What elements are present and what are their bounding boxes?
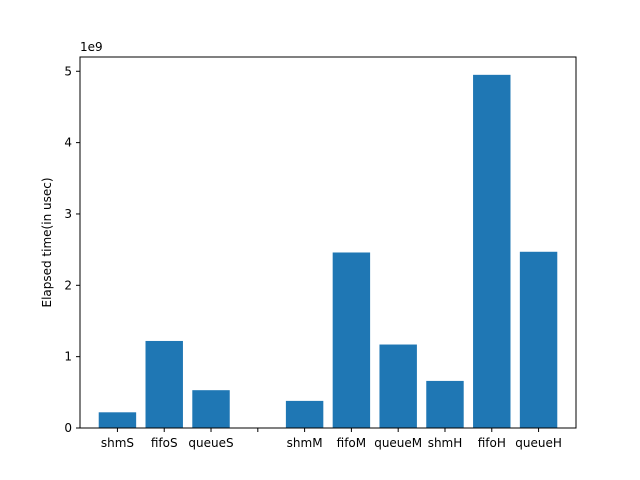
y-axis-multiplier: 1e9	[80, 40, 103, 54]
plot-frame	[79, 56, 577, 429]
x-tick-label: shmS	[101, 436, 134, 450]
y-tick-label: 2	[64, 278, 72, 292]
y-tick-label: 1	[64, 350, 72, 364]
y-axis-ticks: 0 1 2 3 4 5	[64, 64, 80, 435]
x-tick-label: shmH	[428, 436, 463, 450]
x-tick-label: queueH	[515, 436, 562, 450]
y-tick-label: 3	[64, 207, 72, 221]
x-tick-label: queueM	[374, 436, 422, 450]
bar-shmS	[98, 412, 137, 428]
bar-fifoS	[145, 340, 183, 428]
x-tick-label: queueS	[188, 436, 233, 450]
bar-shmH	[426, 380, 464, 428]
bar-queueS	[192, 390, 230, 428]
y-tick-label: 5	[64, 64, 72, 78]
bar-shmM	[285, 400, 324, 428]
x-tick-label: fifoM	[337, 436, 366, 450]
y-tick-label: 4	[64, 136, 72, 150]
bars-group	[98, 74, 558, 428]
x-axis-ticks: shmS fifoS queueS shmM fifoM queueM shmH fifoH q…	[101, 428, 562, 450]
x-tick-label: fifoS	[151, 436, 178, 450]
bar-queueH	[519, 251, 558, 428]
x-tick-label: shmM	[287, 436, 323, 450]
bar-queueM	[379, 344, 417, 428]
y-tick-label: 0	[64, 421, 72, 435]
bar-fifoH	[473, 74, 511, 428]
y-axis-label: Elapsed time(in usec)	[40, 177, 54, 307]
x-tick-label: fifoH	[478, 436, 506, 450]
bar-fifoM	[332, 252, 371, 428]
